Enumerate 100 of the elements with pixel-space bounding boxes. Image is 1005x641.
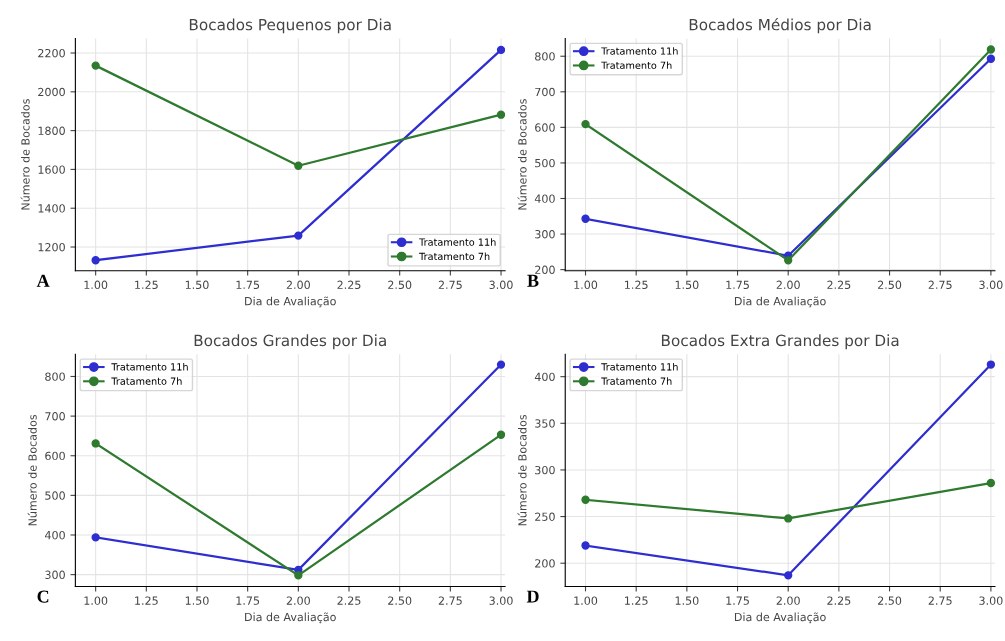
y-axis-title: Número de Bocados bbox=[517, 99, 527, 210]
x-axis-title: Dia de Avaliação bbox=[734, 612, 826, 624]
y-tick-label: 800 bbox=[535, 52, 555, 61]
x-tick-label: 2.75 bbox=[438, 280, 462, 290]
point bbox=[496, 110, 506, 119]
y-tick-label: 350 bbox=[535, 419, 555, 428]
x-tick-label: 2.00 bbox=[776, 280, 800, 290]
point bbox=[986, 45, 995, 54]
x-tick-label: 2.25 bbox=[337, 596, 361, 605]
y-tick-label: 1800 bbox=[38, 126, 65, 135]
x-tick-label: 1.75 bbox=[236, 596, 260, 605]
x-tick-label: 1.75 bbox=[726, 280, 749, 290]
x-tick-label: 1.00 bbox=[574, 280, 598, 290]
point bbox=[986, 478, 995, 488]
x-tick-label: 2.50 bbox=[388, 280, 412, 290]
x-tick-label: 1.00 bbox=[84, 596, 108, 605]
legend-label: Tratamento 7h bbox=[419, 252, 490, 261]
y-tick-label: 400 bbox=[534, 194, 555, 203]
x-axis-title: Dia de Avaliação bbox=[245, 612, 336, 624]
point bbox=[91, 439, 100, 448]
point bbox=[294, 161, 303, 170]
point bbox=[784, 514, 793, 523]
x-tick-label: 2.00 bbox=[286, 596, 310, 605]
x-tick-label: 1.75 bbox=[236, 280, 260, 290]
x-tick-label: 2.00 bbox=[286, 280, 310, 290]
point bbox=[986, 360, 995, 369]
point bbox=[91, 256, 100, 265]
x-tick-label: 1.50 bbox=[675, 280, 699, 290]
y-tick-label: 400 bbox=[534, 372, 555, 382]
x-tick-label: 3.00 bbox=[489, 596, 513, 605]
point bbox=[496, 45, 506, 55]
x-tick-label: 1.25 bbox=[625, 280, 648, 290]
y-tick-label: 700 bbox=[45, 412, 65, 421]
y-tick-label: 300 bbox=[535, 465, 555, 475]
x-tick-label: 2.75 bbox=[928, 596, 952, 605]
y-tick-label: 2200 bbox=[38, 48, 65, 58]
legend-label: Tratamento 7h bbox=[111, 377, 182, 385]
x-tick-label: 1.00 bbox=[574, 596, 598, 605]
y-tick-label: 300 bbox=[535, 230, 555, 239]
legend-label: Tratamento 7h bbox=[601, 61, 672, 70]
y-tick-label: 200 bbox=[535, 265, 555, 274]
x-axis-title: Dia de Avaliação bbox=[245, 296, 336, 308]
x-tick-label: 1.50 bbox=[675, 596, 699, 605]
x-tick-label: 2.50 bbox=[877, 280, 902, 290]
legend-label: Tratamento 11h bbox=[419, 238, 496, 246]
legend-label: Tratamento 7h bbox=[601, 377, 672, 385]
y-tick-label: 500 bbox=[45, 491, 65, 500]
x-tick-label: 3.00 bbox=[979, 596, 1003, 605]
x-tick-label: 2.00 bbox=[776, 596, 800, 605]
y-tick-label: 600 bbox=[45, 451, 65, 461]
x-tick-label: 2.50 bbox=[388, 596, 412, 605]
point bbox=[294, 231, 303, 240]
x-axis-title: Dia de Avaliação bbox=[734, 296, 826, 308]
point bbox=[986, 54, 995, 63]
y-axis-title: Número de Bocados bbox=[20, 99, 30, 210]
point bbox=[784, 571, 793, 580]
chart-title: Bocados Pequenos por Dia bbox=[189, 18, 391, 34]
text: C bbox=[37, 590, 49, 603]
y-tick-label: 1400 bbox=[38, 204, 65, 213]
x-tick-label: 1.50 bbox=[185, 596, 209, 605]
point bbox=[581, 119, 590, 129]
y-tick-label: 200 bbox=[535, 559, 555, 568]
x-tick-label: 1.25 bbox=[135, 596, 158, 605]
point bbox=[496, 430, 506, 439]
text: B bbox=[527, 274, 539, 287]
point bbox=[91, 533, 100, 542]
y-tick-label: 1200 bbox=[38, 242, 65, 252]
point bbox=[581, 541, 590, 550]
x-tick-label: 2.25 bbox=[827, 596, 851, 605]
x-tick-label: 2.25 bbox=[827, 280, 851, 290]
y-tick-label: 700 bbox=[535, 87, 555, 97]
x-tick-label: 1.25 bbox=[625, 596, 648, 605]
x-tick-label: 2.25 bbox=[337, 280, 361, 290]
x-tick-label: 1.50 bbox=[185, 280, 209, 290]
x-tick-label: 2.50 bbox=[877, 596, 902, 605]
x-tick-label: 1.75 bbox=[726, 596, 749, 605]
chart-title: Bocados Médios por Dia bbox=[689, 17, 871, 34]
y-tick-label: 600 bbox=[535, 123, 555, 132]
x-tick-label: 1.25 bbox=[135, 280, 158, 290]
x-tick-label: 3.00 bbox=[979, 280, 1003, 290]
y-tick-label: 800 bbox=[45, 372, 65, 381]
y-tick-label: 1600 bbox=[38, 165, 65, 174]
legend-label: Tratamento 11h bbox=[601, 47, 678, 55]
point bbox=[294, 571, 303, 580]
point bbox=[496, 360, 506, 369]
y-tick-label: 500 bbox=[535, 158, 555, 168]
legend-label: Tratamento 11h bbox=[111, 363, 188, 371]
y-axis-title: Número de Bocados bbox=[517, 414, 527, 526]
y-tick-label: 250 bbox=[535, 512, 555, 521]
x-tick-label: 2.75 bbox=[928, 280, 952, 290]
text: D bbox=[526, 590, 539, 603]
x-tick-label: 2.75 bbox=[438, 596, 462, 605]
y-tick-label: 400 bbox=[44, 530, 65, 540]
y-tick-label: 2000 bbox=[38, 87, 65, 97]
text: A bbox=[36, 274, 50, 287]
chart-title: Bocados Extra Grandes por Dia bbox=[661, 334, 899, 350]
point bbox=[91, 61, 100, 70]
y-tick-label: 300 bbox=[45, 570, 65, 580]
x-tick-label: 3.00 bbox=[489, 280, 513, 290]
point bbox=[581, 495, 590, 504]
